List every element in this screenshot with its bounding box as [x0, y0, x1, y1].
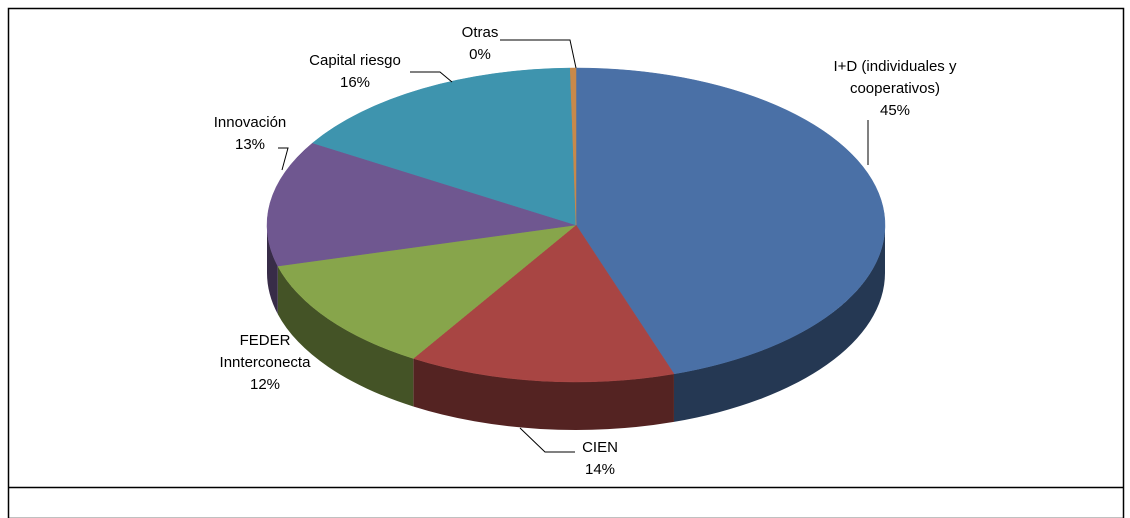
pie-slice: [575, 67, 886, 375]
category-label: Innovación: [213, 114, 287, 131]
category-label: FEDER Innterconecta: [219, 332, 311, 371]
pie-slice: [277, 224, 577, 359]
slice-label: Otras 0%: [415, 22, 545, 66]
pie-side: [277, 266, 414, 407]
pie-side: [673, 225, 885, 422]
value-label: 16%: [339, 74, 371, 91]
value-label: 45%: [879, 102, 911, 119]
pie-slice: [412, 224, 675, 383]
pie-side: [413, 358, 674, 430]
slice-label: Innovación 13%: [185, 112, 315, 156]
value-label: 14%: [584, 461, 616, 478]
slice-label: CIEN 14%: [535, 437, 665, 481]
leader-lines: [278, 39, 869, 453]
category-label: CIEN: [582, 439, 618, 456]
frame: [7, 7, 1125, 518]
category-label: Capital riesgo: [309, 52, 401, 69]
value-label: 13%: [234, 136, 266, 153]
slice-label: Capital riesgo 16%: [290, 50, 420, 94]
pie-slice: [266, 142, 577, 267]
pie-slice: [312, 67, 577, 226]
value-label: 12%: [249, 376, 281, 393]
value-label: 0%: [469, 46, 491, 63]
category-label: I+D (individuales y cooperativos): [833, 58, 957, 97]
category-label: Otras: [461, 24, 499, 41]
slice-label: FEDER Innterconecta 12%: [210, 330, 320, 396]
slice-label: I+D (individuales y cooperativos) 45%: [815, 56, 975, 122]
pie-side: [267, 225, 278, 315]
